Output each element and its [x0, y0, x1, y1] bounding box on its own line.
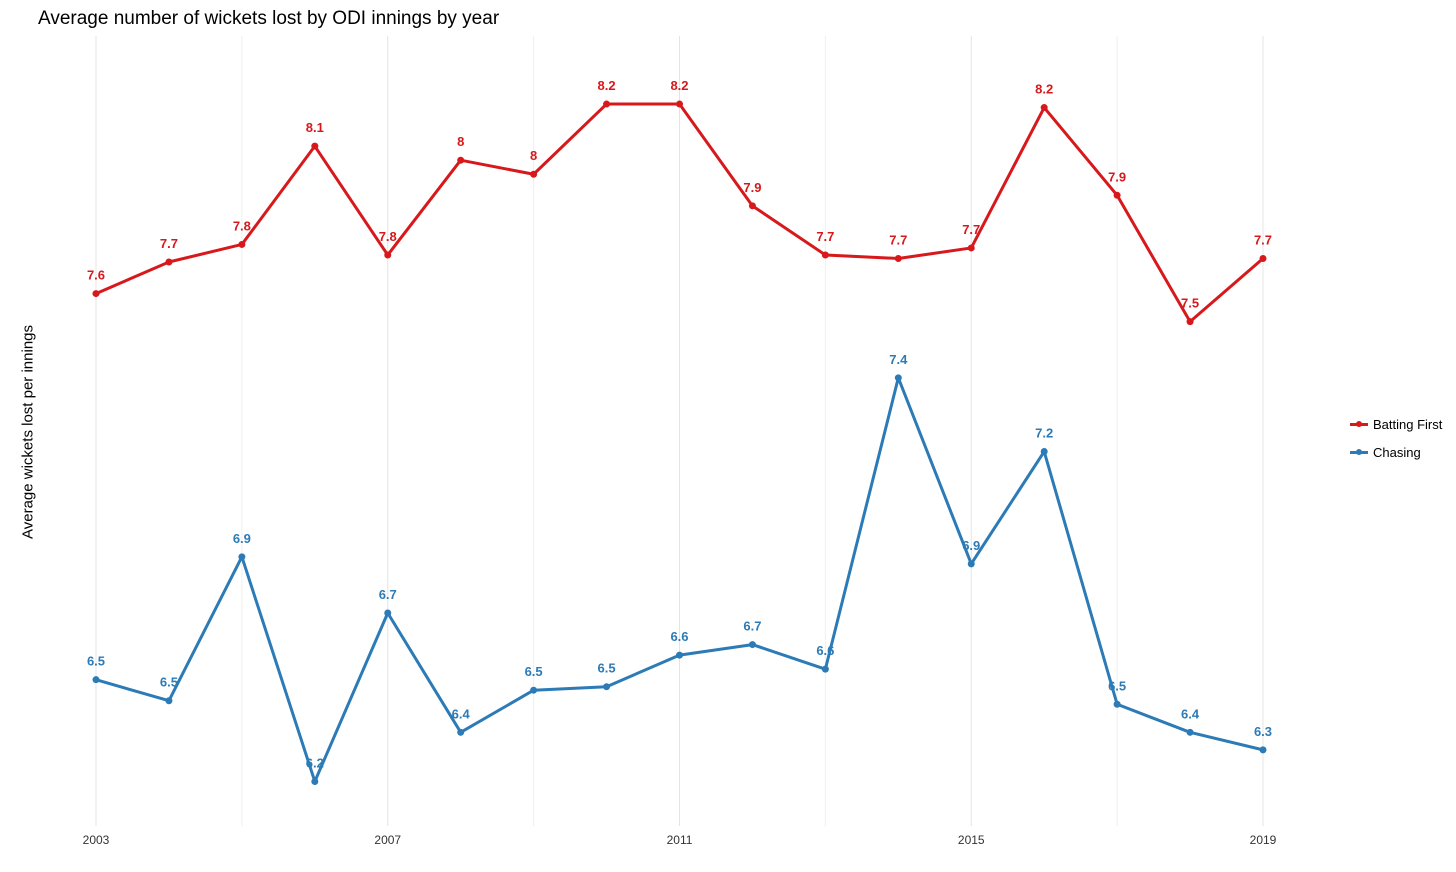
point-chasing-2013 — [821, 665, 829, 673]
point-chasing-2004 — [165, 697, 173, 705]
x-tick-label: 2007 — [374, 833, 401, 847]
data-label-chasing-2007: 6.7 — [379, 587, 397, 602]
point-chasing-2010 — [603, 683, 611, 691]
point-batting-first-2006 — [311, 142, 319, 150]
data-label-batting-first-2010: 8.2 — [598, 78, 616, 93]
x-tick-label: 2019 — [1250, 833, 1277, 847]
x-tick-label: 2011 — [667, 833, 693, 847]
point-chasing-2019 — [1259, 746, 1267, 754]
chart-title: Average number of wickets lost by ODI in… — [38, 8, 500, 29]
point-batting-first-2019 — [1259, 254, 1267, 262]
point-batting-first-2012 — [748, 202, 756, 210]
data-label-batting-first-2007: 7.8 — [379, 229, 397, 244]
data-label-chasing-2009: 6.5 — [525, 664, 543, 679]
point-chasing-2008 — [457, 728, 465, 736]
data-label-batting-first-2018: 7.5 — [1181, 296, 1199, 311]
point-chasing-2014 — [894, 374, 902, 382]
data-labels: 7.6 7.7 7.8 8.1 7.8 8 8 8.2 8.2 7.9 7.7 7.7 7.7 8.2 7.… — [87, 78, 1272, 770]
data-label-batting-first-2013: 7.7 — [816, 229, 834, 244]
x-tick-label: 2015 — [958, 833, 985, 847]
point-batting-first-2003 — [92, 290, 100, 298]
data-label-batting-first-2012: 7.9 — [743, 180, 761, 195]
point-chasing-2012 — [748, 641, 756, 649]
point-chasing-2015 — [967, 560, 975, 568]
data-label-chasing-2018: 6.4 — [1181, 706, 1200, 721]
point-chasing-2009 — [530, 686, 538, 694]
data-label-batting-first-2009: 8 — [530, 148, 537, 163]
point-batting-first-2010 — [603, 100, 611, 108]
legend-dot-batting-first — [1356, 421, 1362, 427]
point-batting-first-2008 — [457, 156, 465, 164]
legend: Batting First Chasing — [1350, 410, 1442, 466]
point-chasing-2011 — [676, 651, 683, 659]
data-label-chasing-2014: 7.4 — [889, 352, 908, 367]
point-batting-first-2015 — [967, 244, 975, 252]
data-label-chasing-2010: 6.5 — [598, 661, 616, 676]
legend-dot-chasing — [1356, 449, 1362, 455]
data-label-batting-first-2017: 7.9 — [1108, 169, 1126, 184]
data-label-batting-first-2015: 7.7 — [962, 222, 980, 237]
gridlines — [95, 36, 1264, 826]
data-label-chasing-2017: 6.5 — [1108, 678, 1126, 693]
legend-item-batting-first[interactable]: Batting First — [1350, 410, 1442, 438]
point-chasing-2016 — [1040, 448, 1048, 456]
data-label-batting-first-2005: 7.8 — [233, 218, 251, 233]
point-batting-first-2018 — [1186, 318, 1194, 326]
point-chasing-2017 — [1113, 700, 1121, 708]
data-label-batting-first-2008: 8 — [457, 134, 464, 149]
point-batting-first-2007 — [384, 251, 392, 259]
legend-label-chasing: Chasing — [1373, 444, 1421, 460]
point-chasing-2007 — [384, 609, 392, 617]
point-chasing-2018 — [1186, 728, 1194, 736]
data-label-batting-first-2004: 7.7 — [160, 236, 178, 251]
point-batting-first-2004 — [165, 258, 173, 266]
data-label-batting-first-2006: 8.1 — [306, 120, 324, 135]
point-chasing-2003 — [92, 676, 100, 684]
x-tick-label: 2003 — [83, 833, 110, 847]
point-batting-first-2014 — [894, 254, 902, 262]
legend-label-batting-first: Batting First — [1373, 416, 1443, 432]
legend-item-chasing[interactable]: Chasing — [1350, 438, 1442, 466]
data-label-chasing-2005: 6.9 — [233, 531, 251, 546]
data-label-batting-first-2003: 7.6 — [87, 268, 105, 283]
point-batting-first-2011 — [676, 100, 683, 108]
data-label-chasing-2003: 6.5 — [87, 654, 105, 669]
data-label-batting-first-2019: 7.7 — [1254, 232, 1272, 247]
point-batting-first-2009 — [530, 170, 538, 178]
data-label-chasing-2016: 7.2 — [1035, 426, 1053, 441]
point-batting-first-2005 — [238, 240, 246, 248]
data-label-batting-first-2014: 7.7 — [889, 232, 907, 247]
data-label-chasing-2015: 6.9 — [962, 538, 980, 553]
data-points — [92, 100, 1267, 785]
data-label-chasing-2008: 6.4 — [452, 706, 471, 721]
legend-key-chasing — [1350, 447, 1368, 457]
x-axis-ticks: 2003 2007 2011 2015 2019 — [83, 833, 1277, 847]
data-label-chasing-2006: 6.2 — [306, 755, 324, 770]
data-label-chasing-2012: 6.7 — [743, 619, 761, 634]
point-chasing-2005 — [238, 553, 246, 561]
data-label-chasing-2004: 6.5 — [160, 675, 178, 690]
data-label-chasing-2019: 6.3 — [1254, 724, 1272, 739]
point-batting-first-2013 — [821, 251, 829, 259]
point-batting-first-2016 — [1040, 104, 1048, 112]
data-label-chasing-2013: 6.6 — [816, 643, 834, 658]
point-batting-first-2017 — [1113, 191, 1121, 199]
data-label-batting-first-2011: 8.2 — [670, 78, 688, 93]
point-chasing-2006 — [311, 777, 319, 785]
legend-key-batting-first — [1350, 419, 1368, 429]
data-label-chasing-2011: 6.6 — [670, 629, 688, 644]
data-label-batting-first-2016: 8.2 — [1035, 82, 1053, 97]
